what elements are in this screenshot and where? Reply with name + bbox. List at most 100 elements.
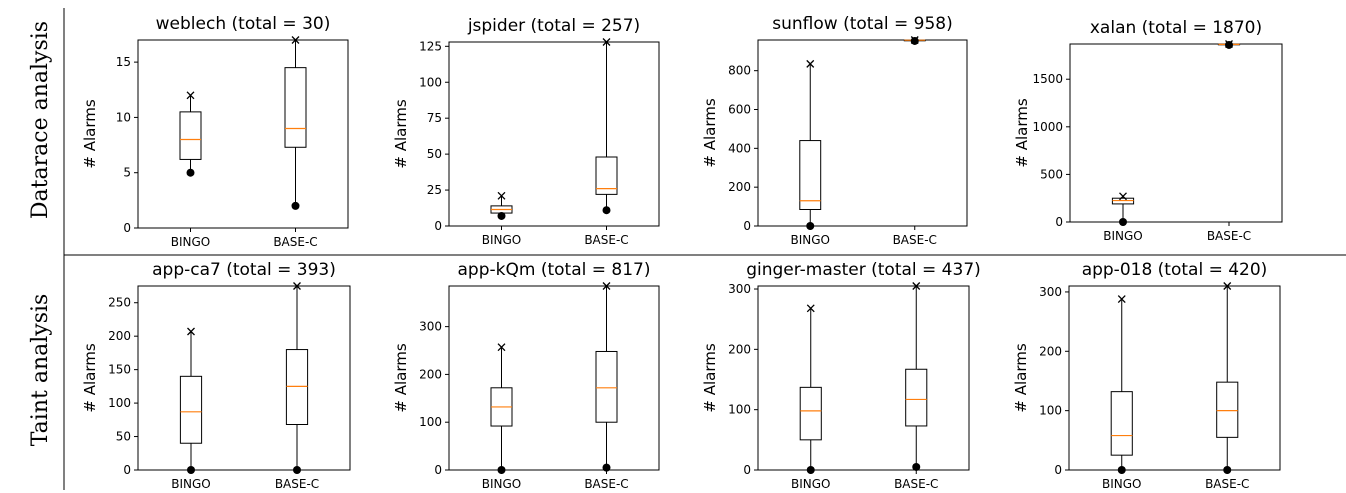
x-tick-label: BINGO [1102, 477, 1142, 491]
box [903, 36, 926, 45]
box-iqr [179, 111, 202, 160]
chart-title: app-kQm (total = 817) [458, 260, 651, 280]
y-tick-label: 200 [728, 342, 751, 356]
y-tick-label: 300 [1039, 285, 1062, 299]
y-axis-label: # Alarms [1012, 343, 1030, 412]
max-marker [912, 282, 921, 290]
box-iqr [1110, 391, 1133, 456]
x-tick-label: BINGO [171, 477, 211, 491]
box-iqr [595, 156, 618, 195]
y-tick-label: 0 [434, 219, 442, 233]
y-tick-label: 100 [419, 415, 442, 429]
x-tick-label: BINGO [482, 477, 522, 491]
box-iqr [799, 140, 822, 210]
max-marker [291, 36, 300, 44]
y-axis-label: # Alarms [81, 343, 99, 412]
y-tick-label: 15 [116, 55, 131, 69]
max-marker [1119, 192, 1127, 201]
y-axis-label: # Alarms [392, 99, 410, 168]
min-marker [293, 466, 301, 474]
max-marker [602, 38, 611, 46]
min-marker [187, 466, 195, 474]
max-marker [1225, 40, 1233, 48]
x-tick-label: BASE-C [893, 233, 937, 247]
y-tick-label: 200 [1039, 344, 1062, 358]
box-panel: xalan (total = 1870) # Alarms 0 500 1000 1500… [1013, 18, 1283, 243]
box-iqr [285, 349, 309, 426]
plot-area [137, 39, 349, 229]
y-axis-label: # Alarms [392, 343, 410, 412]
max-marker [602, 282, 611, 290]
min-marker [602, 206, 611, 215]
y-tick-label: 25 [427, 183, 442, 197]
plot-area [1068, 285, 1281, 471]
row-label-taint: Taint analysis [28, 294, 53, 447]
box-iqr [284, 67, 307, 148]
y-tick-label: 0 [434, 463, 442, 477]
box-iqr [179, 375, 203, 444]
box-panel: app-018 (total = 420) # Alarms 0 100 200 300 B… [1012, 260, 1281, 491]
box [595, 282, 618, 472]
y-axis-label: # Alarms [1013, 98, 1031, 167]
panels: weblech (total = 30) # Alarms 0 5 10 15 BINGO B… [81, 14, 1283, 491]
box-iqr [1216, 381, 1239, 438]
box [490, 343, 513, 474]
y-tick-label: 200 [108, 329, 131, 343]
min-marker [186, 168, 195, 177]
box-iqr [799, 386, 822, 441]
chart-title: app-018 (total = 420) [1082, 260, 1268, 280]
max-marker [187, 327, 195, 336]
y-tick-label: 300 [419, 320, 442, 334]
y-axis-label: # Alarms [81, 99, 99, 168]
box-panel: ginger-master (total = 437) # Alarms 0 100 2… [701, 260, 981, 491]
box [595, 38, 618, 215]
y-tick-label: 0 [743, 463, 751, 477]
min-marker [1117, 466, 1126, 474]
box-panel: sunflow (total = 958) # Alarms 0 200 400 600 8… [701, 14, 968, 247]
box [1216, 282, 1239, 474]
y-tick-label: 200 [419, 367, 442, 381]
y-tick-label: 600 [728, 103, 751, 117]
max-marker [1117, 295, 1126, 304]
box [179, 327, 203, 474]
chart-title: weblech (total = 30) [156, 14, 331, 34]
y-tick-label: 0 [123, 463, 131, 477]
min-marker [912, 462, 921, 471]
box [799, 59, 822, 230]
box [284, 36, 307, 210]
min-marker [910, 36, 919, 45]
max-marker [806, 59, 815, 68]
max-marker [293, 282, 301, 290]
min-marker [806, 222, 815, 230]
y-tick-label: 100 [728, 403, 751, 417]
box-iqr [905, 368, 928, 427]
box [1217, 40, 1241, 49]
box-iqr [595, 350, 618, 423]
min-marker [497, 466, 506, 474]
y-tick-label: 50 [427, 147, 442, 161]
y-tick-label: 100 [419, 75, 442, 89]
y-tick-label: 75 [427, 111, 442, 125]
box-panel: app-ca7 (total = 393) # Alarms 0 50 100 150 20… [81, 260, 351, 491]
box [179, 91, 202, 177]
y-tick-label: 0 [123, 221, 131, 235]
y-tick-label: 1000 [1032, 120, 1063, 134]
y-tick-label: 125 [419, 39, 442, 53]
x-tick-label: BASE-C [1205, 477, 1249, 491]
y-tick-label: 50 [116, 430, 131, 444]
x-tick-label: BINGO [482, 233, 522, 247]
x-tick-label: BASE-C [584, 477, 628, 491]
min-marker [806, 466, 815, 474]
box-panel: weblech (total = 30) # Alarms 0 5 10 15 BINGO B… [81, 14, 349, 249]
y-tick-label: 0 [743, 219, 751, 233]
min-marker [1223, 466, 1232, 474]
box [799, 304, 822, 474]
y-tick-label: 250 [108, 296, 131, 310]
max-marker [806, 304, 815, 313]
min-marker [602, 463, 611, 472]
y-tick-label: 400 [728, 141, 751, 155]
y-tick-label: 100 [1039, 404, 1062, 418]
x-tick-label: BINGO [791, 477, 831, 491]
max-marker [910, 36, 919, 44]
y-tick-label: 500 [1040, 167, 1063, 181]
